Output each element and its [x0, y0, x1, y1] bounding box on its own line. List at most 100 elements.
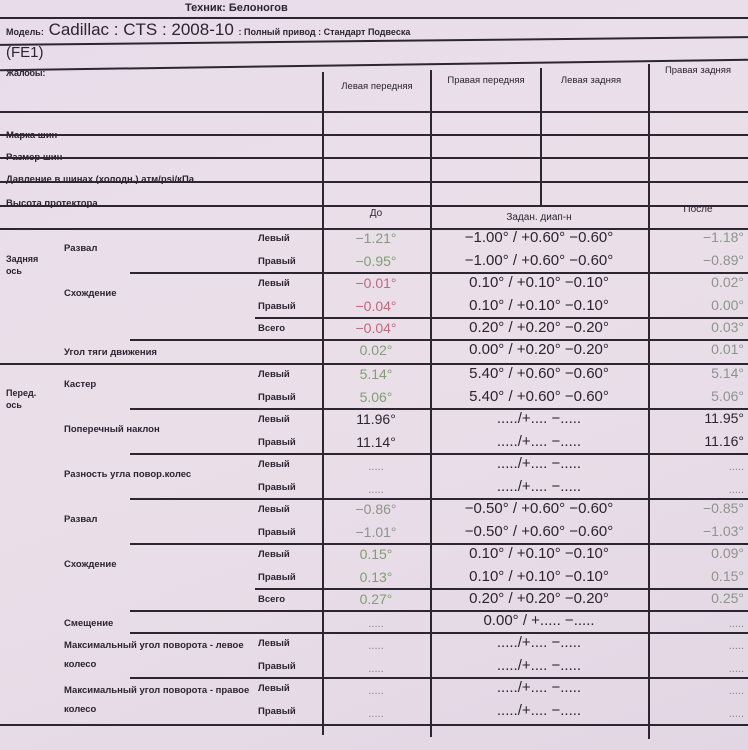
after-value: 0.15°: [711, 567, 744, 584]
divider: [0, 157, 748, 159]
measurement-group: Всего 0.27° 0.20° / +0.20° −0.20° 0.25°: [0, 590, 748, 612]
measurement-group: Схождение Левый −0.01° 0.10° / +0.10° −0.10…: [0, 274, 748, 319]
after-value: −1.18°: [702, 229, 744, 245]
col-left-front: Левая передняя: [341, 81, 413, 92]
divider: [0, 228, 748, 230]
before-value: .....: [368, 707, 384, 720]
group-label: Поперечный наклон: [64, 424, 160, 435]
row-divider: [130, 610, 748, 612]
group-label: Максимальный угол поворота - правое коле…: [64, 685, 250, 715]
after-value: 11.16°: [704, 432, 744, 449]
before-value: 0.02°: [359, 342, 393, 358]
side-label: Правый: [258, 391, 296, 403]
side-label: Левый: [258, 414, 290, 425]
table-row: Всего 0.27° 0.20° / +0.20° −0.20° 0.25°: [0, 590, 748, 612]
spec-value: ...../+.... −.....: [496, 679, 582, 696]
table-row: Правый..... ...../+.... −..........: [0, 702, 748, 725]
column-divider: [648, 64, 650, 739]
table-row: 0.02° 0.00° / +0.20° −0.20° 0.01°: [0, 341, 748, 363]
col-after: После: [683, 204, 713, 215]
table-row: Левый −1.21° −1.00° / +0.60° −0.60° −1.18°: [0, 229, 748, 252]
spec-value: −1.00° / +0.60° −0.60°: [464, 251, 614, 269]
before-value: 0.27°: [359, 591, 393, 607]
divider: [0, 111, 748, 113]
spec-value: ...../+.... −.....: [496, 701, 582, 719]
spec-value: 0.00° / +..... −.....: [483, 612, 595, 629]
table-row: Левый −0.01° 0.10° / +0.10° −0.10° 0.02°: [0, 274, 748, 297]
table-row: Левый 11.96° ...../+.... −..... 11.95°: [0, 410, 748, 433]
after-value: −0.89°: [702, 251, 744, 268]
after-value: .....: [728, 662, 744, 675]
table-row: Левый..... ...../+.... −..........: [0, 455, 748, 478]
spec-value: 0.10° / +0.10° −0.10°: [469, 274, 609, 291]
row-divider: [130, 408, 748, 410]
divider: [0, 17, 748, 19]
before-value: 11.14°: [356, 433, 396, 450]
measurement-group: Схождение Левый 0.15° 0.10° / +0.10° −0.10°…: [0, 545, 748, 590]
row-divider: [130, 272, 748, 274]
side-label: Правый: [258, 255, 296, 267]
group-label: Кастер: [64, 379, 97, 390]
after-value: 0.25°: [711, 590, 744, 606]
alignment-table: Задняя ось Развал Левый −1.21° −1.00° / +0.6…: [0, 229, 748, 726]
divider: [0, 134, 748, 136]
side-label: Всего: [258, 594, 286, 605]
column-divider: [322, 72, 324, 735]
after-value: .....: [728, 483, 744, 496]
spec-value: ...../+.... −.....: [496, 477, 582, 495]
table-row: Правый −1.01° −0.50° / +0.60° −0.60° −1.03°: [0, 523, 748, 546]
before-value: −1.01°: [355, 523, 397, 540]
spec-value: 5.40° / +0.60° −0.60°: [469, 387, 609, 405]
group-label: Угол тяги движения: [64, 347, 157, 358]
group-label: Схождение: [64, 288, 117, 299]
side-label: Левый: [258, 233, 290, 244]
axle-section: Задняя ось Развал Левый −1.21° −1.00° / +0.6…: [0, 229, 748, 365]
side-label: Правый: [258, 436, 296, 448]
before-value: .....: [368, 685, 384, 697]
before-value: .....: [368, 662, 384, 675]
spec-value: 0.10° / +0.10° −0.10°: [469, 545, 609, 562]
table-row: ..... 0.00° / +..... −..........: [0, 612, 748, 634]
after-value: 5.14°: [711, 365, 744, 381]
divider: [0, 205, 748, 207]
side-label: Правый: [258, 526, 296, 538]
spec-value: −1.00° / +0.60° −0.60°: [464, 229, 614, 246]
table-row: Всего −0.04° 0.20° / +0.20° −0.20° 0.03°: [0, 319, 748, 341]
side-label: Левый: [258, 369, 290, 380]
table-row: Правый 5.06° 5.40° / +0.60° −0.60° 5.06°: [0, 388, 748, 411]
spec-value: 0.00° / +0.20° −0.20°: [469, 341, 609, 358]
group-label: Схождение: [64, 559, 117, 570]
side-label: Правый: [258, 481, 296, 493]
side-label: Правый: [258, 571, 296, 583]
after-value: .....: [728, 685, 744, 697]
side-label: Левый: [258, 638, 290, 649]
axle-label: Перед. ось: [6, 388, 37, 410]
spec-value: ...../+.... −.....: [496, 634, 582, 651]
measurement-group: Всего −0.04° 0.20° / +0.20° −0.20° 0.03°: [0, 319, 748, 341]
axle-section: Перед. ось Кастер Левый 5.14° 5.40° / +0.60°…: [0, 365, 748, 726]
before-value: −1.21°: [355, 230, 397, 246]
complaints-label: Жалобы:: [6, 68, 46, 78]
table-row: Левый 5.14° 5.40° / +0.60° −0.60° 5.14°: [0, 365, 748, 388]
side-label: Левый: [258, 278, 290, 289]
group-label: Развал: [64, 514, 98, 525]
before-value: 5.14°: [359, 366, 393, 382]
spec-value: ...../+.... −.....: [496, 432, 582, 450]
table-row: Правый −0.95° −1.00° / +0.60° −0.60° −0.89°: [0, 252, 748, 275]
spec-value: 0.10° / +0.10° −0.10°: [469, 296, 609, 314]
side-label: Правый: [258, 300, 296, 312]
before-value: .....: [368, 461, 384, 473]
table-row: Правый..... ...../+.... −..........: [0, 478, 748, 501]
after-value: 11.95°: [704, 410, 744, 426]
after-value: .....: [728, 461, 744, 473]
before-value: −0.04°: [355, 320, 397, 336]
after-value: 5.06°: [711, 387, 744, 404]
after-value: 0.00°: [711, 296, 744, 313]
after-value: −1.03°: [702, 522, 744, 539]
after-value: 0.09°: [711, 545, 744, 561]
spec-value: −0.50° / +0.60° −0.60°: [464, 500, 614, 517]
measurement-group: Разность угла повор.колес Левый..........…: [0, 455, 748, 500]
measurement-group: Максимальный угол поворота - правое коле…: [0, 679, 748, 726]
row-divider: [130, 498, 748, 500]
drive-suspension: : Полный привод : Стандарт Подвеска: [238, 27, 411, 37]
